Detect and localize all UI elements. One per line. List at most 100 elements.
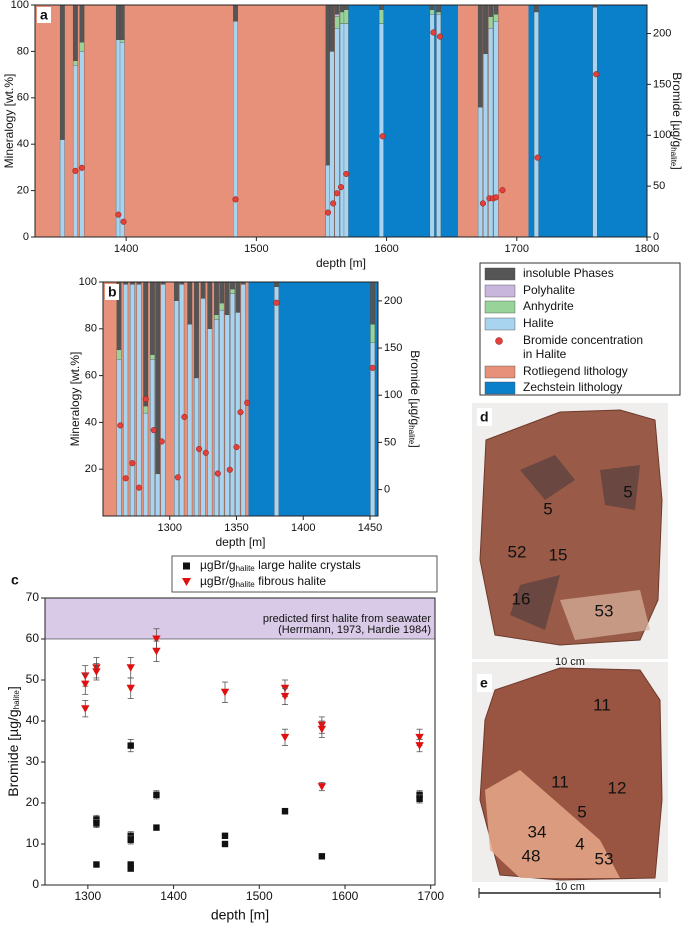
bar-segment [233, 21, 238, 238]
lithology-band [458, 5, 529, 237]
sample-number: 4 [575, 834, 584, 853]
y-tick-label: 70 [26, 590, 40, 604]
y-axis-label: Bromide [µg/ghalite] [5, 686, 21, 796]
bromide-point [237, 409, 244, 416]
bromide-point [593, 71, 600, 78]
bar-segment [343, 4, 349, 10]
x-axis-label: depth [m] [316, 256, 366, 270]
legend-label: Anhydrite [523, 299, 574, 313]
bar-segment [592, 7, 598, 238]
x-axis-label: depth [m] [211, 907, 269, 923]
marker-triangle [126, 664, 135, 672]
sample-number: 16 [512, 589, 531, 608]
bromide-point [273, 299, 280, 306]
marker-square [93, 820, 100, 827]
bar-segment [429, 9, 435, 15]
marker-triangle [92, 668, 101, 676]
bar-segment [155, 281, 161, 475]
bar-segment [483, 4, 488, 54]
bromide-point [72, 167, 79, 174]
bromide-point [142, 395, 149, 403]
x-tick-label: 1700 [505, 243, 529, 255]
legend-label: Zechstein lithology [523, 380, 622, 394]
y-tick-label: 0 [23, 231, 29, 243]
y2-tick-label: 0 [384, 483, 390, 495]
x-tick-label: 1400 [291, 522, 315, 534]
bar-segment [343, 9, 349, 24]
y-tick-label: 0 [32, 877, 39, 891]
y-tick-label: 40 [17, 138, 29, 150]
panel-label-box [37, 7, 51, 23]
marker-triangle [280, 692, 290, 701]
y2-tick-label: 150 [653, 78, 671, 90]
y2-axis-label: Bromide [µg/ghalite] [407, 350, 422, 447]
bar-segment [429, 4, 435, 10]
bromide-point [499, 187, 506, 194]
legend-label: Halite [523, 316, 554, 330]
sample-number: 11 [551, 772, 569, 791]
marker-square [221, 840, 229, 848]
x-tick-label: 1400 [160, 889, 187, 903]
y-tick-label: 10 [26, 836, 40, 850]
panel-label-box [477, 674, 492, 692]
bar-segment [187, 281, 193, 325]
bar-segment [119, 39, 125, 43]
marker-square [127, 861, 134, 868]
sample-number: 53 [595, 849, 614, 868]
legend-label-part: µgBr/g [200, 574, 236, 588]
bromide-point [233, 444, 240, 451]
legend-swatch [484, 300, 516, 314]
legend-box [171, 555, 438, 593]
marker-triangle [152, 635, 161, 643]
bromide-point [202, 449, 209, 456]
bar-segment [533, 11, 539, 238]
y-tick-label: 80 [85, 323, 97, 335]
marker-triangle [280, 733, 290, 742]
marker-square [416, 795, 423, 803]
bromide-point [379, 133, 386, 140]
bar-segment [214, 281, 219, 315]
y-axis-label: Mineralogy [wt.%] [2, 74, 16, 169]
bar-segment [219, 309, 225, 517]
sample-number: 48 [522, 846, 541, 865]
x-tick-label: 1400 [114, 243, 138, 255]
bar-segment [488, 4, 494, 17]
bromide-point [334, 190, 341, 197]
bar-segment [79, 41, 85, 52]
bar-segment [207, 281, 213, 329]
sample-number: 52 [508, 542, 527, 561]
panel-label: d [480, 409, 489, 425]
y2-axis-label: Bromide [µg/ghalite] [669, 72, 684, 169]
bar-segment [533, 4, 539, 13]
y2-tick-label: 0 [653, 231, 659, 243]
bar-segment [493, 14, 499, 22]
bar-segment [219, 302, 225, 311]
bar-segment [149, 359, 155, 517]
legend-label: Rotliegend lithology [523, 364, 628, 378]
bar-segment [214, 319, 219, 517]
y2-tick-label: 100 [653, 129, 671, 141]
bar-segment [488, 28, 494, 238]
bar-segment [378, 4, 384, 10]
x-tick-label: 1500 [246, 889, 273, 903]
sample-number: 5 [543, 499, 552, 518]
bromide-point [196, 445, 203, 453]
x-tick-label: 1350 [224, 522, 248, 534]
y-axis-label-part: ] [5, 686, 21, 690]
legend-label: Polyhalite [523, 283, 575, 297]
y-tick-label: 20 [17, 185, 29, 197]
bar-segment [155, 473, 161, 517]
bar-segment [436, 4, 442, 13]
sample-number: 15 [549, 545, 568, 564]
bar-segment [334, 28, 340, 238]
bar-segment [477, 106, 483, 238]
band-note: predicted first halite from seawater [263, 613, 431, 625]
bar-segment [378, 23, 384, 238]
bar-segment [214, 314, 219, 320]
legend-marker [182, 578, 191, 586]
bar-segment [72, 65, 78, 238]
marker-square [127, 836, 134, 844]
bromide-point [214, 470, 221, 477]
panel-label-box [105, 284, 119, 300]
